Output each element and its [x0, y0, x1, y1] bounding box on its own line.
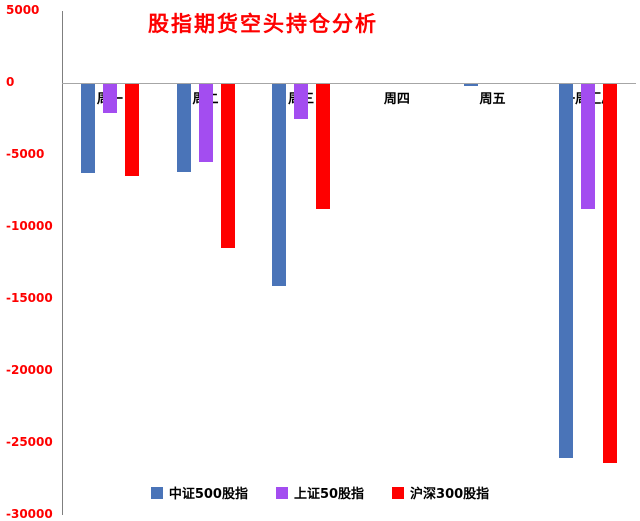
legend-swatch — [150, 486, 163, 499]
bar — [198, 84, 213, 162]
bar — [80, 84, 95, 174]
bar — [272, 84, 287, 286]
category-label: 周五 — [479, 92, 506, 107]
bar — [102, 84, 117, 113]
legend-item: 沪深300股指 — [392, 483, 489, 502]
bar — [294, 84, 309, 119]
legend: 中证500股指 上证50股指 沪深300股指 — [0, 483, 640, 502]
zero-baseline — [62, 83, 636, 84]
y-axis-line — [62, 11, 63, 515]
legend-label: 沪深300股指 — [410, 487, 490, 502]
y-axis-tick-label: 0 — [6, 75, 15, 89]
chart-title: 股指期货空头持仓分析 — [148, 12, 378, 36]
y-axis-tick-label: -25000 — [6, 435, 53, 449]
legend-label: 中证500股指 — [168, 487, 248, 502]
y-axis-tick-label: -20000 — [6, 363, 53, 377]
bar — [603, 84, 618, 463]
bar — [559, 84, 574, 459]
bar — [581, 84, 596, 210]
y-axis-tick-label: -10000 — [6, 219, 53, 233]
y-axis-tick-label: -30000 — [6, 507, 53, 521]
legend-item: 上证50股指 — [275, 483, 365, 502]
legend-label: 上证50股指 — [293, 487, 365, 502]
category-label: 周四 — [383, 92, 410, 107]
legend-item: 中证500股指 — [150, 483, 248, 502]
y-axis-tick-label: 5000 — [6, 3, 40, 17]
y-axis-tick-label: -15000 — [6, 291, 53, 305]
bar — [463, 84, 478, 87]
y-axis-tick-label: -5000 — [6, 147, 45, 161]
bar — [316, 84, 331, 210]
bar — [220, 84, 235, 249]
legend-swatch — [275, 486, 288, 499]
bar — [124, 84, 139, 177]
bar — [176, 84, 191, 172]
legend-swatch — [392, 486, 405, 499]
